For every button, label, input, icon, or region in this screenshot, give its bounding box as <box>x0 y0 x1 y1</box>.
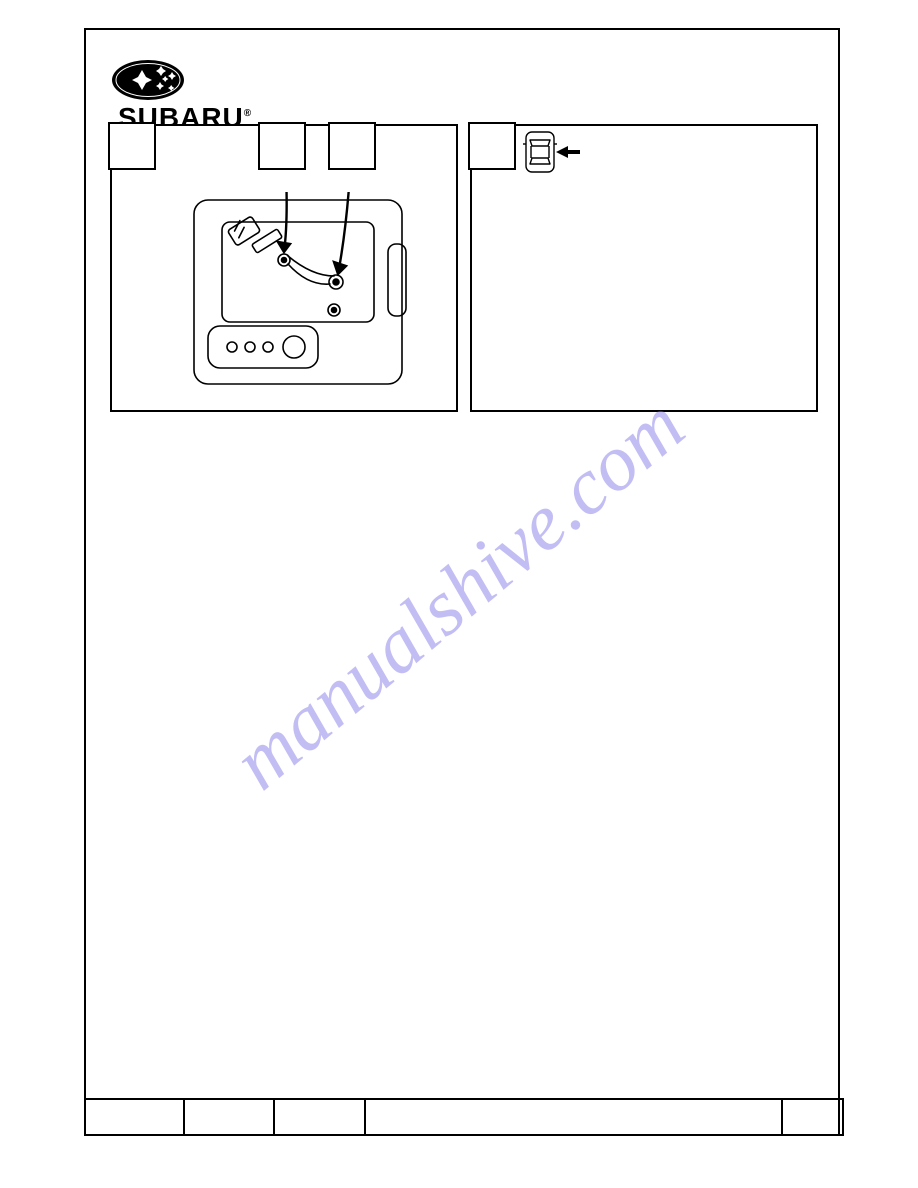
figure-panel-left <box>110 124 458 412</box>
footer-cell-5 <box>782 1099 843 1135</box>
footer-cell-2 <box>184 1099 275 1135</box>
footer-table <box>84 1098 844 1136</box>
callout-box-step <box>108 122 156 170</box>
housing-diagram-icon <box>188 192 418 392</box>
callout-box-step-right <box>468 122 516 170</box>
footer-cell-1 <box>85 1099 184 1135</box>
brand-dot: ® <box>244 108 252 119</box>
footer-cell-4 <box>365 1099 782 1135</box>
callout-box-a <box>258 122 306 170</box>
figure-panel-right <box>470 124 818 412</box>
subaru-emblem-icon <box>110 58 186 102</box>
callout-box-b <box>328 122 376 170</box>
footer-cell-3 <box>274 1099 365 1135</box>
page-frame: SUBARU® <box>84 28 840 1136</box>
car-top-view-icon <box>522 130 582 174</box>
